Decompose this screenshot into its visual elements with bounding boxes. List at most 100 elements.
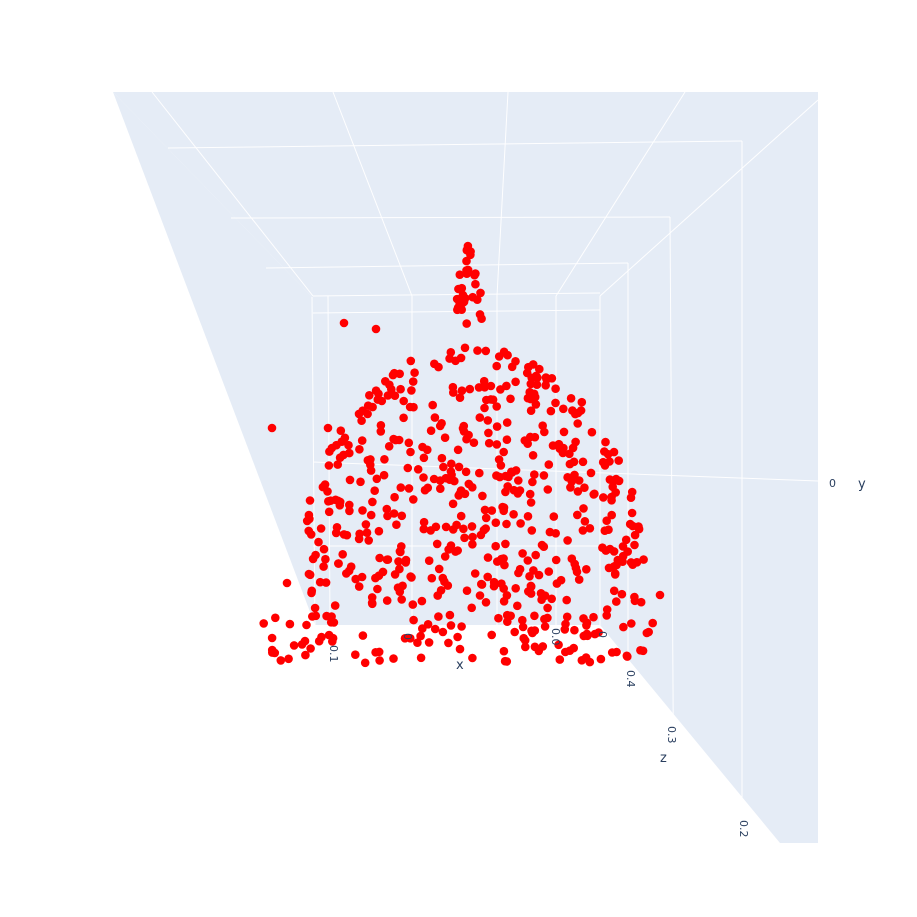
data-point[interactable] [380,455,389,464]
data-point[interactable] [475,413,485,422]
data-point[interactable] [409,615,418,625]
data-point[interactable] [477,314,486,324]
data-point[interactable] [267,423,277,433]
data-point[interactable] [465,384,475,394]
data-point[interactable] [410,368,419,378]
data-point[interactable] [373,584,382,594]
data-point[interactable] [333,460,343,469]
data-point[interactable] [434,564,444,574]
data-point[interactable] [267,633,277,643]
data-point[interactable] [525,387,534,397]
data-point[interactable] [305,570,315,580]
data-point[interactable] [471,279,480,289]
data-point[interactable] [371,386,381,396]
data-point[interactable] [454,462,464,472]
data-point[interactable] [467,522,477,531]
data-point[interactable] [626,493,636,503]
data-point[interactable] [579,614,588,623]
data-point[interactable] [390,492,399,502]
data-point[interactable] [354,582,364,591]
data-point[interactable] [468,483,477,492]
data-point[interactable] [587,427,597,437]
data-point[interactable] [455,644,465,654]
data-point[interactable] [462,266,471,275]
data-point[interactable] [397,542,406,551]
data-point[interactable] [413,638,422,647]
data-point[interactable] [409,402,418,412]
data-point[interactable] [539,471,549,480]
data-point[interactable] [567,477,577,486]
data-point[interactable] [573,419,582,428]
data-point[interactable] [586,468,596,478]
data-point[interactable] [370,486,380,496]
data-point[interactable] [270,648,280,658]
data-point[interactable] [552,579,562,588]
data-point[interactable] [655,590,665,600]
data-point[interactable] [502,435,512,445]
data-point[interactable] [543,485,553,494]
data-point[interactable] [502,418,512,427]
data-point[interactable] [579,631,589,641]
data-point[interactable] [607,648,617,657]
data-point[interactable] [525,489,535,499]
data-point[interactable] [480,403,489,413]
data-point[interactable] [509,510,518,519]
data-point[interactable] [376,427,386,436]
data-point[interactable] [399,396,409,406]
data-point[interactable] [567,554,577,563]
data-point[interactable] [573,487,583,496]
data-point[interactable] [431,522,441,532]
data-point[interactable] [648,618,657,628]
data-point[interactable] [551,384,560,394]
data-point[interactable] [453,632,462,642]
data-point[interactable] [468,532,477,542]
data-point[interactable] [555,442,565,451]
data-point[interactable] [483,416,493,425]
data-point[interactable] [526,432,535,442]
data-point[interactable] [478,491,487,501]
data-point[interactable] [357,436,367,445]
data-point[interactable] [507,362,517,372]
data-point[interactable] [551,555,561,565]
data-point[interactable] [523,512,533,521]
data-point[interactable] [572,567,582,577]
data-point[interactable] [601,437,610,447]
data-point[interactable] [528,451,538,460]
data-point[interactable] [462,245,472,255]
data-point[interactable] [448,525,458,534]
data-point[interactable] [454,491,464,500]
data-point[interactable] [534,646,544,656]
data-point[interactable] [638,646,648,656]
data-point[interactable] [358,631,368,640]
data-point[interactable] [307,588,316,598]
data-point[interactable] [532,380,542,390]
data-point[interactable] [605,475,615,484]
data-point[interactable] [467,603,477,613]
data-point[interactable] [607,496,616,505]
data-point[interactable] [468,540,477,549]
data-point[interactable] [496,461,506,470]
data-point[interactable] [562,612,572,622]
data-point[interactable] [389,654,398,663]
data-point[interactable] [361,520,371,529]
data-point[interactable] [518,615,527,625]
data-point[interactable] [454,284,463,294]
data-point[interactable] [580,517,590,526]
data-point[interactable] [400,634,410,643]
data-point[interactable] [346,562,356,571]
data-point[interactable] [302,620,311,630]
data-point[interactable] [573,510,582,520]
data-point[interactable] [530,392,540,402]
data-point[interactable] [438,627,448,637]
data-point[interactable] [336,426,346,436]
data-point[interactable] [435,421,445,431]
data-point[interactable] [581,653,591,662]
data-point[interactable] [596,654,606,664]
data-point[interactable] [443,581,453,590]
data-point[interactable] [345,448,354,458]
data-point[interactable] [639,555,648,564]
data-point[interactable] [540,622,550,631]
data-point[interactable] [626,558,636,567]
data-point[interactable] [494,613,503,623]
data-point[interactable] [419,473,428,482]
